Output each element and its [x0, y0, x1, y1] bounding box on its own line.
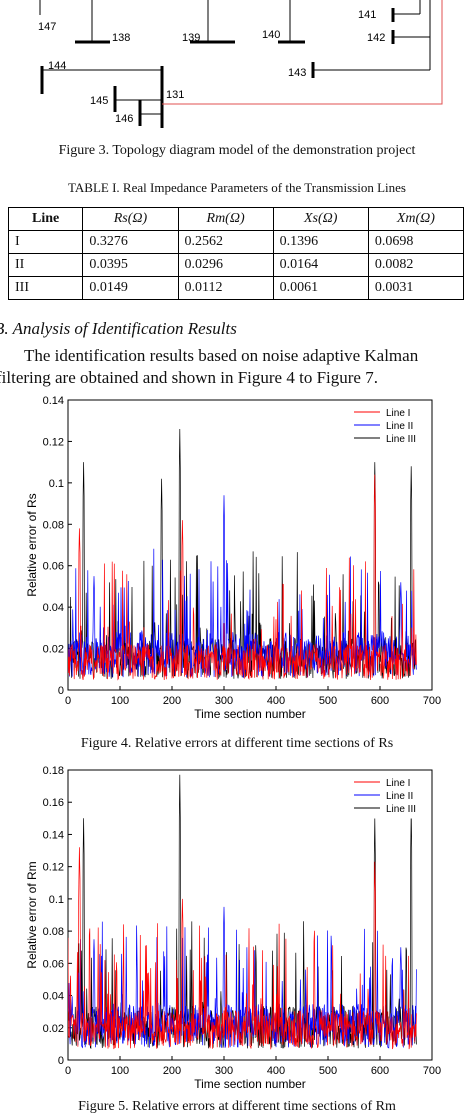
figure-5-chart: 0 100 200 300 400 500 600 700 0 0.02 0.04 0.06 0.08 0…: [25, 765, 441, 1091]
x-tick-label: 500: [319, 695, 337, 707]
y-tick-label: 0: [58, 1055, 64, 1067]
table-cell: 0.0082: [367, 253, 465, 277]
y-tick-label: 0: [58, 685, 64, 697]
table-cell: 0.0112: [177, 276, 274, 300]
node-label-140: 140: [262, 29, 280, 41]
table-cell: 0.0698: [367, 230, 465, 254]
table-cell: II: [7, 253, 84, 277]
table-header-xm: Xm(Ω): [367, 207, 465, 231]
y-tick-label: 0.04: [43, 991, 64, 1003]
y-tick-label: 0.14: [43, 395, 64, 407]
table-header-row: Line Rs(Ω) Rm(Ω) Xs(Ω) Xm(Ω): [7, 207, 465, 231]
table-header-xs: Xs(Ω): [272, 207, 369, 231]
chart-legend: Line I Line II Line III: [349, 401, 431, 449]
x-tick-label: 700: [423, 695, 441, 707]
y-axis-label: Relative error of Rm: [25, 861, 39, 968]
legend-label: Line I: [386, 408, 410, 419]
series-line-1: [68, 474, 417, 681]
paragraph-line-1: The identification results based on nois…: [24, 346, 419, 365]
y-tick-label: 0.08: [43, 926, 64, 938]
series-line-1: [68, 847, 417, 1050]
y-tick-label: 0.1: [49, 894, 64, 906]
y-tick-label: 0.1: [49, 478, 64, 490]
topology-diagram: 147 138 139 140 141 142 143 144 145 146 …: [38, 0, 443, 128]
node-label-143: 143: [288, 67, 306, 79]
table-row: III 0.0149 0.0112 0.0061 0.0031: [7, 276, 465, 300]
y-tick-label: 0.06: [43, 958, 64, 970]
table-cell: 0.0395: [82, 253, 179, 277]
figure-3-caption: Figure 3. Topology diagram model of the …: [58, 143, 416, 158]
x-tick-label: 200: [163, 695, 181, 707]
table-cell: 0.0296: [177, 253, 274, 277]
table-cell: 0.2562: [177, 230, 274, 254]
y-tick-label: 0.12: [43, 436, 64, 448]
node-label-144: 144: [48, 60, 66, 72]
y-tick-label: 0.04: [43, 602, 64, 614]
node-label-145: 145: [90, 95, 108, 107]
x-axis-label: Time section number: [194, 707, 306, 721]
x-tick-label: 500: [319, 1065, 337, 1077]
x-tick-label: 400: [267, 695, 285, 707]
x-tick-label: 400: [267, 1065, 285, 1077]
table-cell: 0.0149: [82, 276, 179, 300]
y-tick-label: 0.06: [43, 561, 64, 573]
x-tick-label: 100: [111, 1065, 129, 1077]
y-tick-label: 0.18: [43, 765, 64, 777]
paragraph-line-2: filtering are obtained and shown in Figu…: [0, 368, 378, 387]
figure-4-chart: 0 100 200 300 400 500 600 700 0 0.02 0.04 0.06 0.08 0…: [25, 395, 441, 721]
legend-label: Line II: [386, 421, 413, 432]
legend-label: Line III: [386, 804, 416, 815]
table-header-rm: Rm(Ω): [177, 207, 274, 231]
y-tick-label: 0.02: [43, 644, 64, 656]
table-cell: 0.0061: [272, 276, 369, 300]
x-axis-label: Time section number: [194, 1077, 306, 1091]
table-row: I 0.3276 0.2562 0.1396 0.0698: [7, 230, 465, 254]
x-tick-label: 300: [215, 1065, 233, 1077]
node-label-142: 142: [367, 32, 385, 44]
x-tick-label: 300: [215, 695, 233, 707]
x-tick-label: 600: [371, 1065, 389, 1077]
legend-label: Line III: [386, 434, 416, 445]
y-tick-label: 0.02: [43, 1023, 64, 1035]
y-tick-label: 0.08: [43, 519, 64, 531]
chart-legend: Line I Line II Line III: [349, 771, 431, 819]
y-axis-label: Relative error of Rs: [25, 493, 39, 596]
impedance-table: Line Rs(Ω) Rm(Ω) Xs(Ω) Xm(Ω) I 0.3276 0.…: [7, 207, 465, 300]
table-cell: 0.0031: [367, 276, 465, 300]
y-tick-label: 0.12: [43, 862, 64, 874]
node-label-146: 146: [115, 113, 133, 125]
x-tick-label: 200: [163, 1065, 181, 1077]
table-cell: 0.1396: [272, 230, 369, 254]
x-tick-label: 0: [65, 695, 71, 707]
figure-4-caption: Figure 4. Relative errors at different t…: [80, 736, 394, 751]
table-cell: III: [7, 276, 84, 300]
legend-label: Line II: [386, 791, 413, 802]
table-header-line: Line: [7, 207, 84, 231]
y-tick-label: 0.14: [43, 829, 64, 841]
table-cell: 0.0164: [272, 253, 369, 277]
node-label-141: 141: [358, 9, 376, 21]
section-heading: B. Analysis of Identification Results: [0, 319, 237, 338]
node-label-138: 138: [112, 32, 130, 44]
figure-5-caption: Figure 5. Relative errors at different t…: [78, 1099, 396, 1114]
x-tick-label: 600: [371, 695, 389, 707]
red-connection-line: [162, 0, 443, 105]
table-header-rs: Rs(Ω): [82, 207, 179, 231]
x-tick-label: 100: [111, 695, 129, 707]
node-label-147: 147: [38, 21, 56, 33]
x-tick-label: 700: [423, 1065, 441, 1077]
table-cell: 0.3276: [82, 230, 179, 254]
table-title: TABLE I. Real Impedance Parameters of th…: [68, 180, 406, 195]
table-cell: I: [7, 230, 84, 254]
legend-label: Line I: [386, 778, 410, 789]
table-row: II 0.0395 0.0296 0.0164 0.0082: [7, 253, 465, 277]
y-tick-label: 0.16: [43, 797, 64, 809]
node-label-131: 131: [166, 89, 184, 101]
x-tick-label: 0: [65, 1065, 71, 1077]
node-label-139: 139: [182, 32, 200, 44]
